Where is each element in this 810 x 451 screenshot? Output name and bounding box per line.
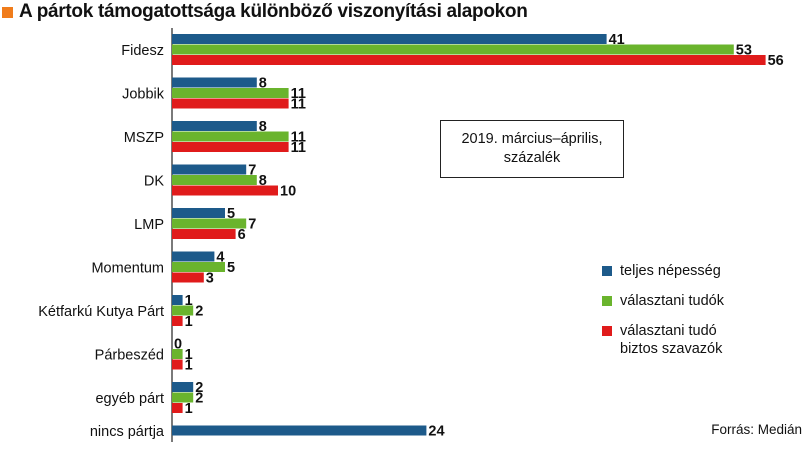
bar-egyeb-part-series-1	[172, 382, 194, 392]
bar-parbeszed-series-2	[172, 349, 183, 359]
category-label-egyeb-part: egyéb párt	[95, 391, 164, 407]
category-label-lmp: LMP	[134, 217, 164, 233]
bar-lmp-series-1	[172, 208, 225, 218]
value-label-momentum-series-3: 3	[206, 271, 214, 287]
category-label-mszp: MSZP	[124, 130, 164, 146]
bar-ketfarku-kutya-part-series-1	[172, 295, 183, 305]
bar-momentum-series-1	[172, 251, 215, 262]
legend: teljes népesség választani tudók választ…	[602, 262, 724, 370]
value-label-egyeb-part-series-2: 2	[195, 391, 203, 407]
period-note-box: 2019. március–április, százalék	[440, 120, 624, 178]
bar-ketfarku-kutya-part-series-2	[172, 305, 194, 316]
value-label-dk-series-3: 10	[280, 184, 296, 200]
value-label-egyeb-part-series-3: 1	[185, 401, 193, 417]
bar-fidesz-series-3	[172, 55, 766, 65]
legend-label: teljes népesség	[620, 263, 721, 279]
bar-egyeb-part-series-3	[172, 403, 183, 413]
legend-item-teljes-nepesseg: teljes népesség	[602, 262, 724, 280]
category-label-fidesz: Fidesz	[121, 43, 164, 59]
bar-dk-series-3	[172, 185, 278, 196]
category-label-dk: DK	[144, 173, 164, 189]
note-line-2: százalék	[503, 150, 561, 166]
value-label-ketfarku-kutya-part-series-3: 1	[185, 314, 193, 330]
note-line-1: 2019. március–április,	[461, 131, 603, 147]
value-label-egyeb-part-series-1: 2	[195, 380, 203, 396]
chart-title-row: A pártok támogatottsága különböző viszon…	[0, 0, 528, 24]
value-label-momentum-series-1: 4	[216, 250, 224, 266]
category-label-parbeszed: Párbeszéd	[95, 347, 164, 363]
value-label-fidesz-series-3: 56	[768, 53, 784, 69]
bar-jobbik-series-2	[172, 88, 289, 98]
value-label-lmp-series-1: 5	[227, 206, 235, 222]
value-label-parbeszed-series-1: 0	[174, 337, 182, 353]
value-label-ketfarku-kutya-part-series-2: 2	[195, 304, 203, 320]
value-label-nincs-partja-series-1: 24	[428, 424, 444, 440]
value-label-mszp-series-1: 8	[259, 119, 267, 135]
value-label-dk-series-1: 7	[248, 163, 256, 179]
bar-nincs-partja-series-1	[172, 425, 427, 436]
value-label-fidesz-series-2: 53	[736, 43, 752, 59]
bar-jobbik-series-1	[172, 77, 257, 88]
source-note: Forrás: Medián	[711, 422, 802, 437]
value-label-mszp-series-3: 11	[291, 140, 306, 156]
bar-momentum-series-2	[172, 262, 225, 272]
bar-mszp-series-3	[172, 142, 289, 152]
legend-item-biztos-szavazok: választani tudó biztos szavazók	[602, 322, 724, 358]
category-label-momentum: Momentum	[91, 260, 164, 276]
value-label-jobbik-series-1: 8	[259, 76, 267, 92]
value-label-ketfarku-kutya-part-series-1: 1	[185, 293, 193, 309]
bar-mszp-series-2	[172, 131, 289, 142]
value-label-mszp-series-2: 11	[291, 130, 306, 146]
bar-parbeszed-series-3	[172, 359, 183, 370]
bar-lmp-series-3	[172, 229, 236, 239]
legend-item-valasztani-tudok: választani tudók	[602, 292, 724, 310]
bar-momentum-series-3	[172, 272, 204, 283]
bar-ketfarku-kutya-part-series-3	[172, 316, 183, 326]
legend-label-line-2: biztos szavazók	[620, 341, 723, 357]
value-label-dk-series-2: 8	[259, 173, 267, 189]
bar-mszp-series-1	[172, 121, 257, 131]
category-label-ketfarku-kutya-part: Kétfarkú Kutya Párt	[38, 304, 164, 320]
value-label-jobbik-series-3: 11	[291, 97, 306, 113]
legend-label: választani tudók	[620, 293, 724, 309]
legend-swatch	[602, 296, 612, 306]
legend-label-line-1: választani tudó	[620, 323, 717, 339]
title-marker-square	[2, 6, 13, 18]
value-label-parbeszed-series-3: 1	[185, 358, 193, 374]
category-label-jobbik: Jobbik	[122, 86, 165, 102]
bar-dk-series-1	[172, 164, 247, 175]
value-label-momentum-series-2: 5	[227, 260, 235, 276]
value-label-lmp-series-3: 6	[238, 227, 246, 243]
chart-title: A pártok támogatottsága különböző viszon…	[19, 1, 528, 22]
bar-jobbik-series-3	[172, 98, 289, 109]
bar-lmp-series-2	[172, 218, 247, 229]
value-label-jobbik-series-2: 11	[291, 86, 306, 102]
value-label-lmp-series-2: 7	[248, 217, 256, 233]
bar-egyeb-part-series-2	[172, 392, 194, 403]
bar-dk-series-2	[172, 175, 257, 185]
bar-fidesz-series-2	[172, 44, 734, 55]
category-label-nincs-partja: nincs pártja	[90, 424, 165, 440]
value-label-fidesz-series-1: 41	[609, 32, 625, 48]
legend-swatch	[602, 266, 612, 276]
legend-swatch	[602, 326, 612, 336]
bar-fidesz-series-1	[172, 34, 607, 44]
value-label-parbeszed-series-2: 1	[185, 347, 193, 363]
